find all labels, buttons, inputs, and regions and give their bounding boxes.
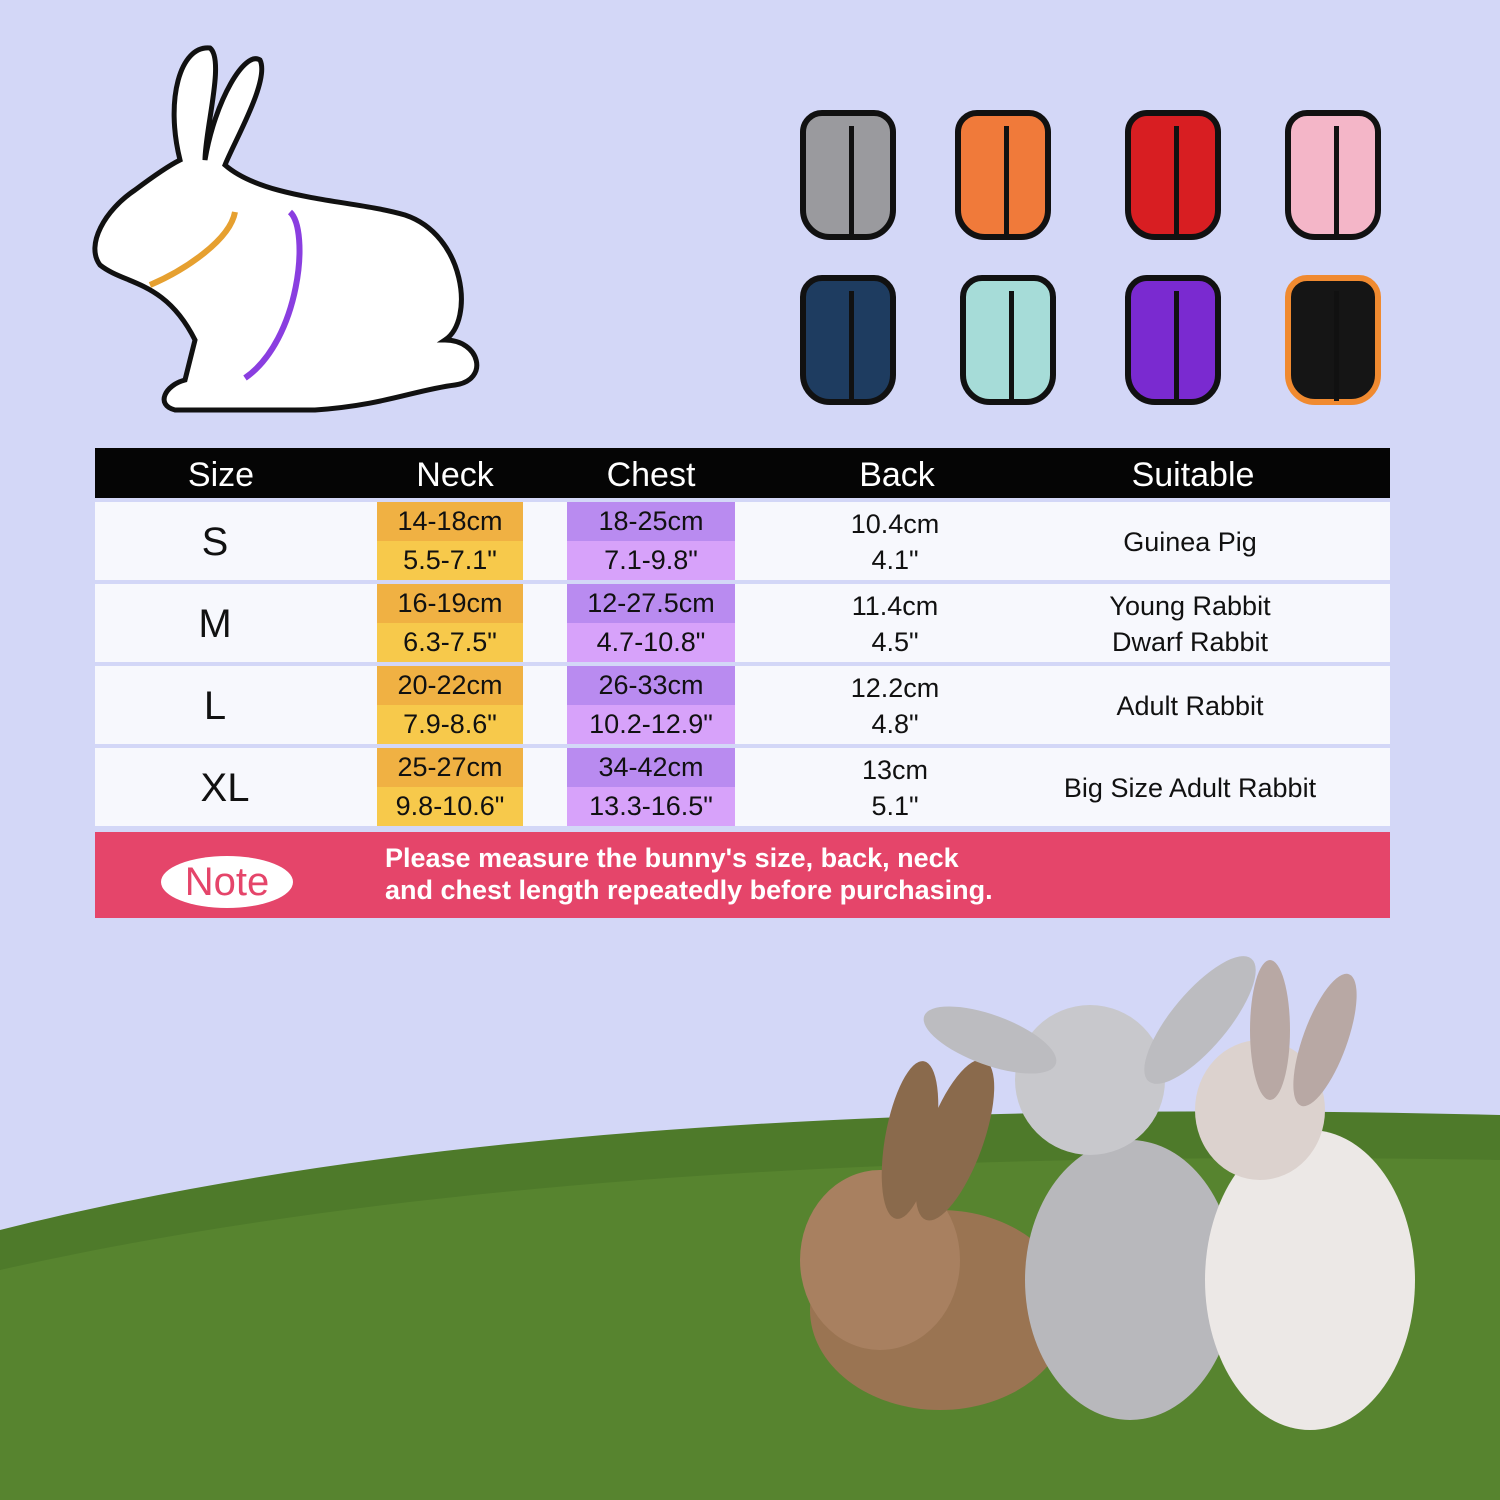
suitable-line: Big Size Adult Rabbit [1063,773,1317,803]
size-cell: S [201,520,229,564]
neck-cell: 16-19cm 6.3-7.5" [377,584,523,662]
suitable-line: Young Rabbit [1109,591,1271,621]
back-cm: 12.2cm [850,673,940,703]
neck-cm: 25-27cm [377,748,523,787]
back-in: 4.5" [871,627,919,657]
harness-red [1125,110,1221,240]
neck-in: 7.9-8.6" [377,705,523,744]
size-chart-table: Size Neck Chest Back Suitable S 14-18cm … [95,448,1390,826]
back-cell: 11.4cm 4.5" [835,588,955,660]
back-cell: 10.4cm 4.1" [835,506,955,578]
size-cell: M [198,602,232,646]
harness-black-orange [1285,275,1381,405]
chest-cm: 34-42cm [567,748,735,787]
harness-pink [1285,110,1381,240]
back-cell: 13cm 5.1" [835,752,955,824]
suitable-cell: Guinea Pig [1015,524,1365,560]
neck-in: 6.3-7.5" [377,623,523,662]
back-cm: 13cm [861,755,929,785]
suitable-line: Guinea Pig [1123,527,1257,557]
chest-cm: 12-27.5cm [567,584,735,623]
table-row: XL 25-27cm 9.8-10.6" 34-42cm 13.3-16.5" … [95,748,1390,826]
rabbits-on-grass-photo [0,956,1500,1500]
chest-cell: 18-25cm 7.1-9.8" [567,502,735,580]
chest-in: 13.3-16.5" [567,787,735,826]
note-line-1: Please measure the bunny's size, back, n… [385,843,959,873]
suitable-line: Dwarf Rabbit [1111,627,1269,657]
suitable-cell: Adult Rabbit [1015,688,1365,724]
back-cell: 12.2cm 4.8" [835,670,955,742]
rabbit-harness-diagram [92,45,480,413]
neck-cell: 20-22cm 7.9-8.6" [377,666,523,744]
harness-purple [1125,275,1221,405]
note-banner: Note Please measure the bunny's size, ba… [95,832,1390,918]
back-cm: 10.4cm [850,509,940,539]
header-back: Back [859,456,935,494]
chest-cm: 18-25cm [567,502,735,541]
table-row: M 16-19cm 6.3-7.5" 12-27.5cm 4.7-10.8" 1… [95,584,1390,662]
back-in: 4.1" [871,545,919,575]
chest-cell: 26-33cm 10.2-12.9" [567,666,735,744]
back-cm: 11.4cm [851,591,939,621]
back-in: 5.1" [871,791,919,821]
neck-cm: 14-18cm [377,502,523,541]
harness-color-grid [790,105,1400,415]
suitable-cell: Young Rabbit Dwarf Rabbit [1015,588,1365,660]
harness-navy [800,275,896,405]
harness-gray [800,110,896,240]
neck-cell: 25-27cm 9.8-10.6" [377,748,523,826]
table-row: S 14-18cm 5.5-7.1" 18-25cm 7.1-9.8" 10.4… [95,502,1390,580]
chest-cm: 26-33cm [567,666,735,705]
chest-cell: 34-42cm 13.3-16.5" [567,748,735,826]
gray-rabbit [923,956,1256,1420]
note-line-2: and chest length repeatedly before purch… [385,875,993,905]
chest-in: 4.7-10.8" [567,623,735,662]
suitable-cell: Big Size Adult Rabbit [1015,770,1365,806]
neck-cm: 16-19cm [377,584,523,623]
header-size: Size [187,456,255,494]
note-label: Note [161,856,293,908]
brown-rabbit [800,1059,1070,1410]
note-text: Please measure the bunny's size, back, n… [385,842,993,906]
chest-cell: 12-27.5cm 4.7-10.8" [567,584,735,662]
harness-mint [960,275,1056,405]
neck-cm: 20-22cm [377,666,523,705]
neck-in: 9.8-10.6" [377,787,523,826]
table-row: L 20-22cm 7.9-8.6" 26-33cm 10.2-12.9" 12… [95,666,1390,744]
neck-cell: 14-18cm 5.5-7.1" [377,502,523,580]
table-header: Size Neck Chest Back Suitable [95,448,1390,498]
harness-orange [955,110,1051,240]
chest-in: 7.1-9.8" [567,541,735,580]
white-rabbit [1195,960,1415,1430]
header-neck: Neck [416,456,494,494]
header-chest: Chest [606,456,696,494]
neck-in: 5.5-7.1" [377,541,523,580]
size-cell: L [203,684,227,728]
header-suitable: Suitable [1131,456,1255,494]
suitable-line: Adult Rabbit [1116,691,1264,721]
size-cell: XL [200,766,250,810]
chest-in: 10.2-12.9" [567,705,735,744]
back-in: 4.8" [871,709,919,739]
